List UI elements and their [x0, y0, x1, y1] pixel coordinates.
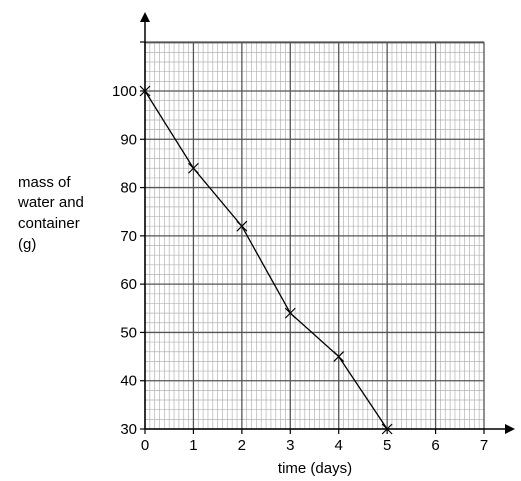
- y-axis-label: mass of water and container (g): [17, 174, 88, 253]
- y-axis-label-line-3: container: [18, 215, 80, 232]
- data-point-marker: [139, 85, 151, 97]
- y-tick-labels: 30 40 50 60 70 80 90 100: [112, 83, 145, 438]
- y-axis-label-line-1: mass of: [18, 174, 71, 191]
- y-tick-label: 60: [120, 276, 137, 293]
- series-line: [144, 90, 388, 430]
- y-axis-label-line-4: (g): [18, 236, 36, 253]
- data-point-marker: [236, 220, 248, 232]
- x-tick-label: 6: [431, 437, 439, 454]
- data-point-marker: [381, 423, 393, 435]
- y-tick-label: 50: [120, 324, 137, 341]
- series-polyline: [144, 90, 388, 430]
- x-tick-label: 4: [335, 437, 343, 454]
- marker-stroke: [381, 423, 393, 435]
- y-tick-label: 70: [120, 228, 137, 245]
- y-axis-arrow: [140, 12, 150, 22]
- x-tick-label: 0: [141, 437, 149, 454]
- marker-stroke: [236, 220, 248, 232]
- y-tick-label: 90: [120, 131, 137, 148]
- y-axis-label-line-2: water and: [17, 194, 84, 211]
- y-tick-label: 80: [120, 180, 137, 197]
- x-tick-label: 5: [383, 437, 391, 454]
- data-point-marker: [188, 162, 199, 174]
- data-markers: [139, 85, 393, 435]
- y-tick-label: 40: [120, 373, 137, 390]
- y-tick-label: 100: [112, 83, 137, 100]
- data-point-marker: [284, 307, 296, 319]
- marker-stroke: [284, 307, 296, 319]
- marker-stroke: [333, 351, 345, 362]
- marker-stroke: [139, 85, 151, 97]
- x-axis-label: time (days): [278, 460, 352, 477]
- x-tick-label: 2: [238, 437, 246, 454]
- x-tick-label: 1: [189, 437, 197, 454]
- data-point-marker: [333, 351, 345, 362]
- marker-stroke: [188, 162, 199, 174]
- x-tick-labels: 0 1 2 3 4 5 6 7: [141, 429, 488, 454]
- x-tick-label: 3: [286, 437, 294, 454]
- y-tick-label: 30: [120, 421, 137, 438]
- x-axis-arrow: [505, 424, 515, 434]
- x-tick-label: 7: [480, 437, 488, 454]
- axes: [140, 12, 515, 434]
